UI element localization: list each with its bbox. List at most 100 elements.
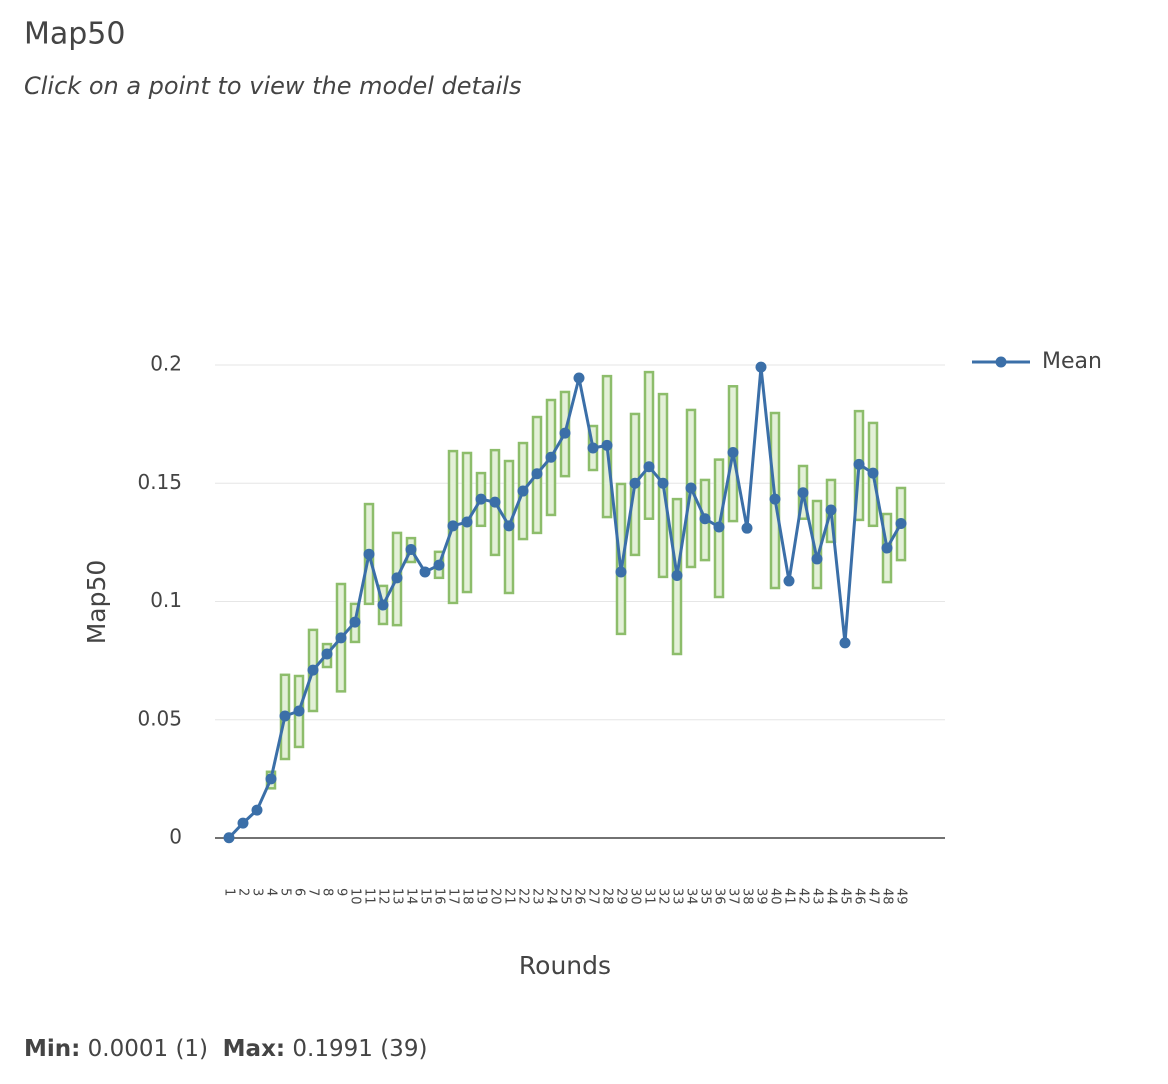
mean-point[interactable] [335,632,347,644]
x-tick-label: 23 [530,888,545,905]
mean-point[interactable] [797,487,809,499]
x-tick-label: 41 [782,888,797,905]
mean-point[interactable] [573,372,585,384]
mean-point[interactable] [307,664,319,676]
x-tick-label: 38 [740,888,755,905]
mean-point[interactable] [433,559,445,571]
mean-point[interactable] [755,361,767,373]
mean-point[interactable] [265,773,277,785]
x-tick-label: 14 [404,888,419,905]
mean-point[interactable] [321,648,333,660]
x-tick-label: 36 [712,888,727,905]
x-tick-label: 21 [502,888,517,905]
chart-title: Map50 [24,17,125,52]
x-tick-label: 31 [642,888,657,905]
mean-point[interactable] [671,569,683,581]
x-tick-label: 10 [348,888,363,905]
x-tick-label: 3 [250,888,265,896]
mean-point[interactable] [223,832,235,844]
mean-point[interactable] [293,705,305,717]
mean-point[interactable] [867,467,879,479]
mean-point[interactable] [881,542,893,554]
mean-point[interactable] [727,447,739,459]
legend-marker [995,356,1007,368]
mean-point[interactable] [713,521,725,533]
x-tick-label: 46 [852,888,867,905]
mean-point[interactable] [251,804,263,816]
x-tick-label: 4 [264,888,279,896]
mean-point[interactable] [615,566,627,578]
x-tick-label: 25 [558,888,573,905]
x-tick-label: 24 [544,888,559,905]
max-label: Max: [222,1036,286,1062]
mean-point[interactable] [531,468,543,480]
mean-point[interactable] [363,548,375,560]
mean-point[interactable] [391,572,403,584]
x-axis-label: Rounds [519,951,611,980]
y-axis-label: Map50 [82,560,111,645]
chart-subtitle: Click on a point to view the model detai… [24,72,521,100]
mean-point[interactable] [475,493,487,505]
x-tick-label: 29 [614,888,629,905]
x-tick-label: 13 [390,888,405,905]
x-tick-label: 37 [726,888,741,905]
min-label: Min: [24,1036,81,1062]
x-tick-label: 32 [656,888,671,905]
x-tick-label: 40 [768,888,783,905]
x-tick-label: 20 [488,888,503,905]
x-tick-label: 16 [432,888,447,905]
mean-point[interactable] [643,461,655,473]
mean-point[interactable] [517,485,529,497]
mean-point[interactable] [447,520,459,532]
mean-point[interactable] [237,817,249,829]
mean-point[interactable] [559,427,571,439]
x-tick-label: 33 [670,888,685,905]
x-tick-label: 27 [586,888,601,905]
x-tick-label: 22 [516,888,531,905]
mean-point[interactable] [489,496,501,508]
mean-point[interactable] [783,575,795,587]
mean-point[interactable] [545,451,557,463]
x-tick-label: 49 [894,888,909,905]
mean-point[interactable] [741,522,753,534]
mean-point[interactable] [699,513,711,525]
x-tick-label: 1 [222,888,237,896]
mean-point[interactable] [769,493,781,505]
x-tick-label: 5 [278,888,293,896]
mean-point[interactable] [853,458,865,470]
max-value: 0.1991 (39) [292,1036,428,1062]
mean-point[interactable] [349,616,361,628]
mean-point[interactable] [825,504,837,516]
y-tick-label: 0.2 [150,352,182,376]
mean-point[interactable] [503,520,515,532]
mean-point[interactable] [419,566,431,578]
mean-point[interactable] [839,637,851,649]
y-tick-label: 0.1 [150,588,182,612]
x-tick-label: 28 [600,888,615,905]
mean-point[interactable] [895,517,907,529]
x-tick-label: 15 [418,888,433,905]
mean-point[interactable] [629,477,641,489]
x-tick-label: 26 [572,888,587,905]
mean-point[interactable] [601,439,613,451]
mean-point[interactable] [811,553,823,565]
mean-point[interactable] [405,543,417,555]
mean-point[interactable] [461,516,473,528]
mean-point[interactable] [587,442,599,454]
x-tick-label: 47 [866,888,881,905]
mean-point[interactable] [377,599,389,611]
range-bar [643,370,655,520]
x-tick-label: 42 [796,888,811,905]
x-tick-label: 39 [754,888,769,905]
mean-point[interactable] [685,482,697,494]
y-tick-label: 0.05 [137,706,182,730]
mean-point[interactable] [657,477,669,489]
y-tick-label: 0.15 [137,470,182,494]
x-tick-label: 8 [320,888,335,896]
x-tick-label: 44 [824,888,839,905]
mean-point[interactable] [279,710,291,722]
x-tick-label: 48 [880,888,895,905]
x-tick-label: 17 [446,888,461,905]
